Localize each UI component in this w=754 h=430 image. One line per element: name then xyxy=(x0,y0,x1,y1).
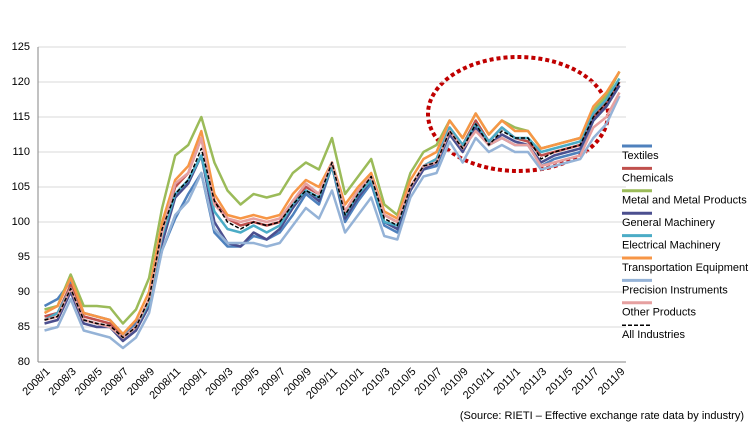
legend-label: Chemicals xyxy=(622,172,674,184)
legend-label: Other Products xyxy=(622,307,696,319)
y-tick-label: 110 xyxy=(12,146,30,158)
legend-label: Transportation Equipment xyxy=(622,262,748,274)
y-tick-label: 105 xyxy=(12,181,30,193)
y-tick-label: 100 xyxy=(12,216,30,228)
legend-label: Textiles xyxy=(622,150,659,162)
series-line xyxy=(44,81,621,339)
legend-label: General Machinery xyxy=(622,217,715,229)
y-tick-label: 95 xyxy=(18,251,30,263)
y-tick-label: 80 xyxy=(18,356,30,368)
legend-label: Electrical Machinery xyxy=(622,240,721,252)
legend-label: All Industries xyxy=(622,329,685,341)
y-tick-label: 125 xyxy=(12,41,30,53)
legend-label: Precision Instruments xyxy=(622,284,728,296)
series-line xyxy=(44,95,621,350)
y-tick-label: 120 xyxy=(12,76,30,88)
y-tick-label: 85 xyxy=(18,321,30,333)
y-tick-label: 115 xyxy=(12,111,30,123)
legend-label: Metal and Metal Products xyxy=(622,195,747,207)
y-tick-label: 90 xyxy=(18,286,30,298)
source-note: (Source: RIETI – Effective exchange rate… xyxy=(460,410,744,422)
